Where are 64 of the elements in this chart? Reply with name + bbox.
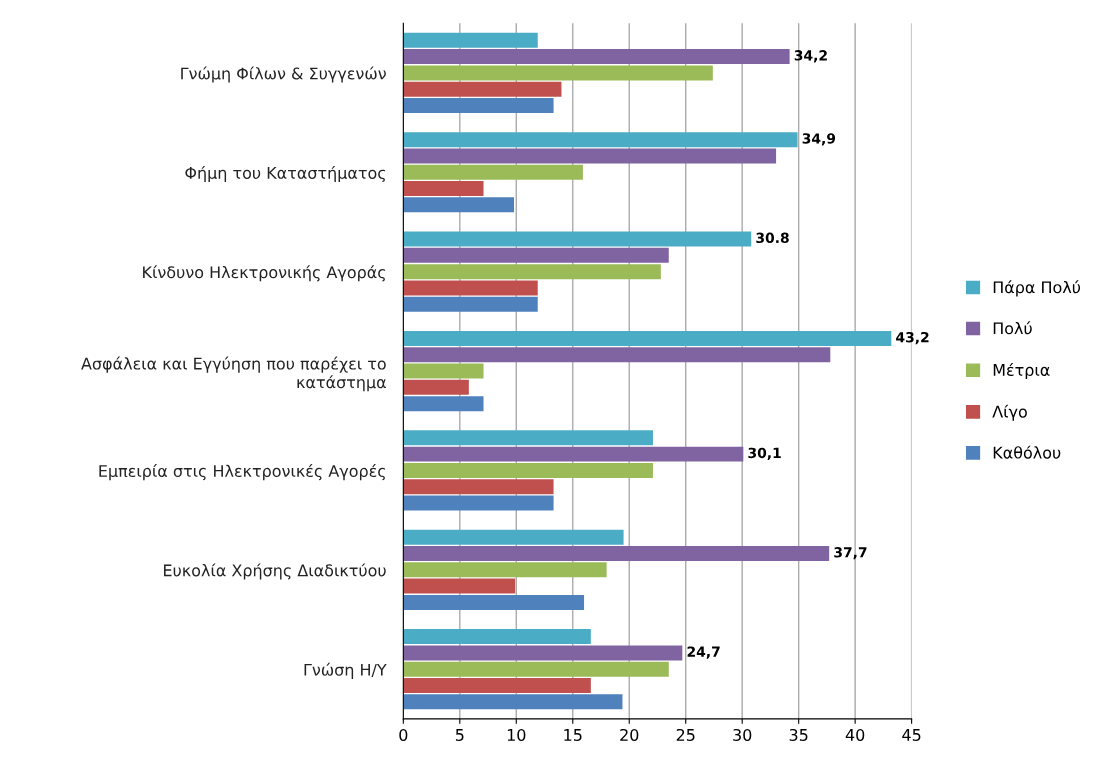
bar bbox=[403, 578, 516, 594]
bar bbox=[403, 446, 744, 462]
legend-label: Μέτρια bbox=[993, 362, 1050, 380]
bar bbox=[403, 462, 653, 478]
bar bbox=[403, 562, 607, 578]
x-tick-label: 10 bbox=[507, 728, 526, 741]
bar bbox=[403, 81, 562, 97]
legend-label: Καθόλου bbox=[993, 445, 1061, 459]
bar bbox=[403, 97, 554, 113]
y-tick-label: Γνώση Η/Υ bbox=[304, 662, 387, 679]
x-tick-label: 15 bbox=[564, 729, 582, 741]
y-tick-label: Εμπειρία στις Ηλεκτρονικές Αγορές bbox=[99, 464, 386, 481]
bar bbox=[403, 479, 554, 495]
bar bbox=[403, 546, 830, 562]
bar bbox=[403, 661, 669, 677]
data-label: 24,7 bbox=[687, 646, 720, 659]
bar bbox=[403, 629, 591, 645]
bar bbox=[403, 529, 624, 545]
data-label: 30.8 bbox=[756, 232, 789, 244]
data-label: 37,7 bbox=[834, 547, 867, 560]
bar bbox=[403, 247, 669, 263]
x-tick-label: 40 bbox=[845, 728, 865, 741]
legend-label: Πολύ bbox=[993, 321, 1032, 335]
bar bbox=[403, 495, 554, 511]
bar bbox=[403, 296, 538, 312]
bar bbox=[403, 379, 469, 395]
legend-label: Λίγο bbox=[992, 404, 1027, 421]
x-tick-label: 5 bbox=[455, 729, 464, 741]
y-tick-label: Ασφάλεια και Εγγύηση που παρέχει το κατάστημα bbox=[81, 356, 386, 392]
legend-label: Πάρα Πολύ bbox=[993, 280, 1081, 297]
bar bbox=[403, 181, 484, 197]
x-tick-label: 35 bbox=[789, 728, 808, 741]
bar bbox=[403, 49, 790, 65]
x-tick-label: 25 bbox=[676, 728, 695, 741]
x-tick-label: 0 bbox=[399, 728, 408, 741]
bar bbox=[403, 694, 623, 710]
bar bbox=[403, 645, 683, 661]
bar bbox=[403, 148, 777, 164]
bar bbox=[403, 280, 538, 296]
bar bbox=[403, 231, 752, 247]
data-label: 34,9 bbox=[802, 133, 836, 146]
bar bbox=[403, 678, 591, 693]
y-tick-label: Κίνδυνο Ηλεκτρονικής Αγοράς bbox=[143, 265, 386, 282]
y-tick-label: Γνώμη Φίλων & Συγγενών bbox=[181, 66, 386, 83]
bar bbox=[403, 264, 661, 280]
bar bbox=[403, 430, 653, 446]
y-tick-label: Ευκολία Χρήσης Διαδικτύου bbox=[164, 563, 386, 580]
bar bbox=[403, 396, 484, 412]
x-tick-label: 45 bbox=[902, 729, 921, 741]
data-label: 30,1 bbox=[748, 447, 781, 460]
data-label: 43,2 bbox=[896, 331, 929, 345]
bar bbox=[403, 32, 538, 48]
bar bbox=[403, 594, 585, 610]
bar bbox=[403, 330, 892, 346]
y-tick-label: Φήμη του Καταστήματος bbox=[185, 165, 386, 183]
bar bbox=[403, 132, 798, 148]
x-tick-label: 30 bbox=[733, 728, 752, 741]
x-tick-label: 20 bbox=[620, 728, 639, 741]
data-label: 34,2 bbox=[794, 50, 827, 63]
bar bbox=[403, 363, 484, 379]
bar bbox=[403, 197, 515, 213]
bar bbox=[403, 65, 713, 81]
bar bbox=[403, 164, 583, 180]
bar bbox=[403, 347, 831, 363]
